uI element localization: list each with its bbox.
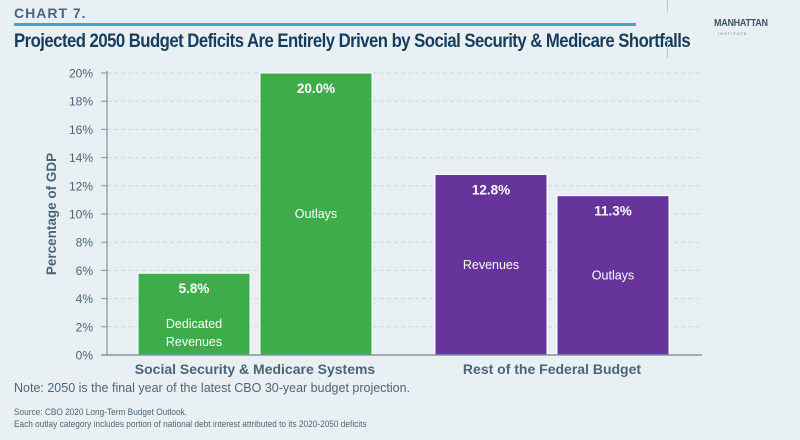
logo-divider-bottom <box>667 40 668 58</box>
y-tick-label: 6% <box>76 264 94 278</box>
x-group-label: Rest of the Federal Budget <box>463 361 641 377</box>
y-tick-label: 12% <box>69 179 93 193</box>
bar-category-label: Outlays <box>295 207 337 221</box>
bar-value-label: 20.0% <box>297 81 335 96</box>
y-tick-label: 18% <box>69 95 93 109</box>
x-group-label: Social Security & Medicare Systems <box>135 361 376 377</box>
bar-category-label: Revenues <box>166 335 222 349</box>
bar-category-label: Outlays <box>592 268 634 282</box>
bar <box>556 195 670 356</box>
bar <box>137 272 251 356</box>
bar-value-label: 12.8% <box>472 183 510 198</box>
logo-manhattan: MANHATTAN <box>714 18 768 29</box>
chart-source: Source: CBO 2020 Long-Term Budget Outloo… <box>14 407 367 430</box>
bar-value-label: 5.8% <box>179 281 210 296</box>
source-line: Source: CBO 2020 Long-Term Budget Outloo… <box>14 407 188 417</box>
y-tick-label: 8% <box>76 236 94 250</box>
logo-divider-top <box>667 0 668 12</box>
axes: 0% 2% 4% 6% 8% 10% 12% 14% 16% 18% 20% Social Secur… <box>69 67 702 377</box>
chart-title: Projected 2050 Budget Deficits Are Entir… <box>14 31 691 52</box>
y-tick-label: 2% <box>76 320 94 334</box>
disclaimer-line: Each outlay category includes portion of… <box>14 418 367 429</box>
y-tick-label: 10% <box>69 208 93 222</box>
logo-institute: INSTITUTE <box>718 31 748 36</box>
y-tick-label: 0% <box>76 349 94 363</box>
title-rule <box>14 23 636 26</box>
bar <box>259 72 373 356</box>
y-tick-label: 4% <box>76 292 94 306</box>
y-tick-label: 20% <box>69 67 93 81</box>
bar-value-label: 11.3% <box>594 204 632 219</box>
bar-category-label: Dedicated <box>166 317 222 331</box>
bar <box>434 174 548 356</box>
y-axis-label: Percentage of GDP <box>44 153 59 275</box>
y-tick-label: 16% <box>69 123 93 137</box>
bar-category-label: Revenues <box>463 258 519 272</box>
y-tick-label: 14% <box>69 151 93 165</box>
bars: 5.8% Dedicated Revenues 20.0% Outlays 12.8% Re… <box>137 72 670 356</box>
chart-note: Note: 2050 is the final year of the late… <box>14 381 411 395</box>
chart-number-label: CHART 7. <box>14 5 87 21</box>
